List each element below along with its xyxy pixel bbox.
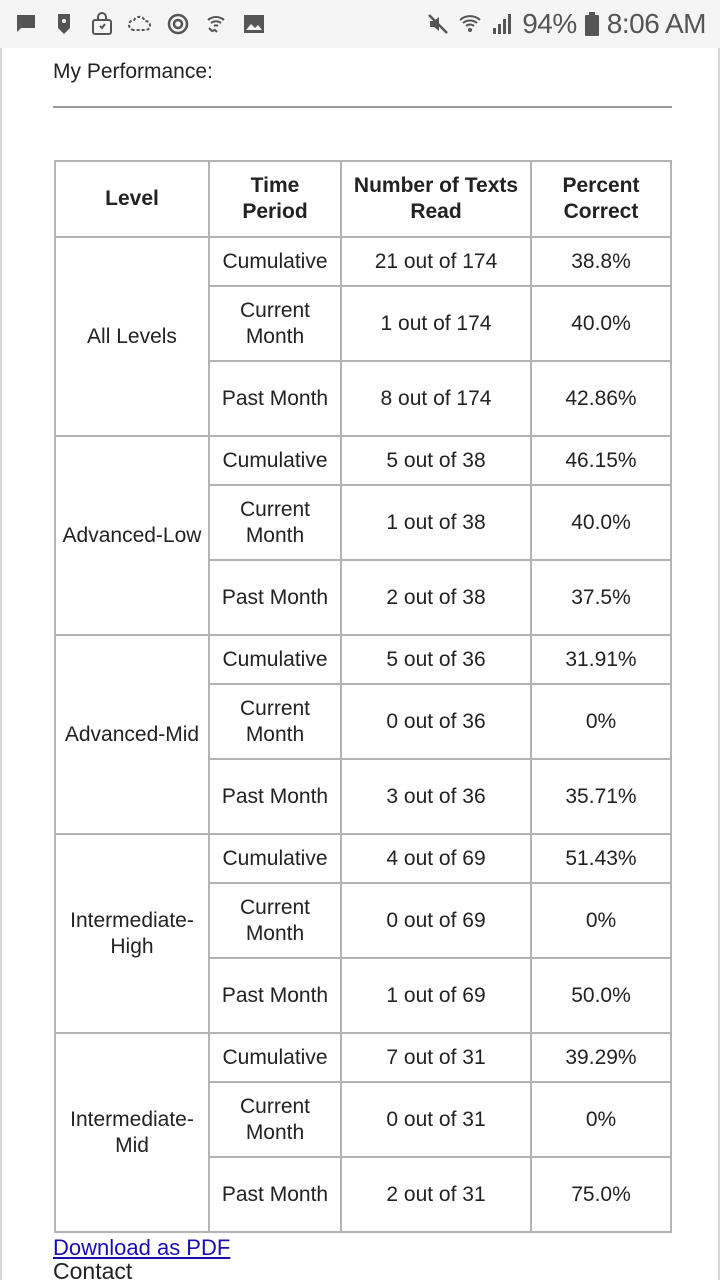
time-period-cell: Cumulative: [208, 1032, 342, 1083]
time-period-cell: Current Month: [208, 1081, 342, 1158]
table-row: Current Month 0 out of 69 0%: [55, 882, 672, 959]
texts-read-cell: 2 out of 31: [340, 1156, 532, 1233]
percent-correct-cell: 42.86%: [530, 360, 672, 437]
sync-icon: [166, 12, 190, 36]
time-period-cell: Past Month: [208, 360, 342, 437]
battery-percent: 94%: [522, 8, 577, 39]
cloud-refresh-icon: [128, 12, 152, 36]
wifi-call-icon: [204, 12, 228, 36]
system-status: 94% 8:06 AM: [426, 8, 707, 40]
battery-icon: [584, 12, 599, 36]
performance-table: Level Time Period Number of Texts Read P…: [54, 160, 672, 1233]
table-row: Intermediate-High Cumulative 4 out of 69…: [54, 833, 672, 1034]
percent-correct-cell: 46.15%: [530, 435, 672, 486]
header-texts-read: Number of Texts Read: [340, 160, 532, 238]
mute-icon: [426, 12, 450, 36]
time-period-cell: Past Month: [208, 559, 342, 636]
time-period-cell: Cumulative: [208, 435, 342, 486]
header-time-period: Time Period: [208, 160, 342, 238]
percent-correct-cell: 37.5%: [530, 559, 672, 636]
header-percent-correct: Percent Correct: [530, 160, 672, 238]
table-row: Current Month 1 out of 38 40.0%: [55, 484, 672, 561]
table-row: Past Month 2 out of 31 75.0%: [55, 1156, 672, 1233]
texts-read-cell: 1 out of 69: [340, 957, 532, 1034]
table-row: Advanced-Low Cumulative 5 out of 38 46.1…: [54, 435, 672, 636]
level-cell: Advanced-Low: [54, 435, 210, 636]
table-row: Advanced-Mid Cumulative 5 out of 36 31.9…: [54, 634, 672, 835]
contact-heading: Contact: [53, 1258, 133, 1284]
table-header-row: Level Time Period Number of Texts Read P…: [54, 160, 672, 238]
image-icon: [242, 12, 266, 36]
page-title: My Performance:: [53, 60, 213, 83]
texts-read-cell: 0 out of 69: [340, 882, 532, 959]
texts-read-cell: 0 out of 31: [340, 1081, 532, 1158]
texts-read-cell: 5 out of 36: [340, 634, 532, 685]
time-period-cell: Past Month: [208, 1156, 342, 1233]
percent-correct-cell: 75.0%: [530, 1156, 672, 1233]
texts-read-cell: 21 out of 174: [340, 236, 532, 287]
notification-icons: [14, 12, 266, 36]
header-level: Level: [54, 160, 210, 238]
texts-read-cell: 5 out of 38: [340, 435, 532, 486]
page-content: My Performance: Level Time Period Number…: [0, 48, 720, 1284]
signal-icon: [490, 12, 514, 36]
percent-correct-cell: 0%: [530, 882, 672, 959]
level-cell: Intermediate-High: [54, 833, 210, 1034]
message-icon: [14, 12, 38, 36]
table-row: Current Month 0 out of 36 0%: [55, 683, 672, 760]
table-row: Current Month 1 out of 174 40.0%: [55, 285, 672, 362]
time-period-cell: Cumulative: [208, 236, 342, 287]
table-row: Intermediate-Mid Cumulative 7 out of 31 …: [54, 1032, 672, 1233]
percent-correct-cell: 35.71%: [530, 758, 672, 835]
tag-icon: [52, 12, 76, 36]
divider: [53, 106, 672, 108]
texts-read-cell: 4 out of 69: [340, 833, 532, 884]
texts-read-cell: 2 out of 38: [340, 559, 532, 636]
percent-correct-cell: 40.0%: [530, 484, 672, 561]
percent-correct-cell: 0%: [530, 683, 672, 760]
percent-correct-cell: 0%: [530, 1081, 672, 1158]
percent-correct-cell: 39.29%: [530, 1032, 672, 1083]
time-period-cell: Current Month: [208, 882, 342, 959]
texts-read-cell: 1 out of 38: [340, 484, 532, 561]
percent-correct-cell: 40.0%: [530, 285, 672, 362]
texts-read-cell: 3 out of 36: [340, 758, 532, 835]
time-period-cell: Current Month: [208, 683, 342, 760]
lock-bag-icon: [90, 12, 114, 36]
time-period-cell: Cumulative: [208, 634, 342, 685]
status-bar: 94% 8:06 AM: [0, 0, 720, 48]
table-row: All Levels Cumulative 21 out of 174 38.8…: [54, 236, 672, 437]
table-row: Past Month 2 out of 38 37.5%: [55, 559, 672, 636]
percent-correct-cell: 50.0%: [530, 957, 672, 1034]
clock: 8:06 AM: [606, 8, 707, 39]
texts-read-cell: 7 out of 31: [340, 1032, 532, 1083]
level-cell: All Levels: [54, 236, 210, 437]
texts-read-cell: 1 out of 174: [340, 285, 532, 362]
percent-correct-cell: 51.43%: [530, 833, 672, 884]
download-pdf-link[interactable]: Download as PDF: [53, 1235, 231, 1260]
table-row: Past Month 3 out of 36 35.71%: [55, 758, 672, 835]
level-cell: Advanced-Mid: [54, 634, 210, 835]
percent-correct-cell: 38.8%: [530, 236, 672, 287]
level-cell: Intermediate-Mid: [54, 1032, 210, 1233]
texts-read-cell: 0 out of 36: [340, 683, 532, 760]
time-period-cell: Cumulative: [208, 833, 342, 884]
time-period-cell: Current Month: [208, 484, 342, 561]
table-row: Current Month 0 out of 31 0%: [55, 1081, 672, 1158]
table-row: Past Month 1 out of 69 50.0%: [55, 957, 672, 1034]
wifi-icon: [458, 12, 482, 36]
time-period-cell: Past Month: [208, 957, 342, 1034]
texts-read-cell: 8 out of 174: [340, 360, 532, 437]
percent-correct-cell: 31.91%: [530, 634, 672, 685]
time-period-cell: Past Month: [208, 758, 342, 835]
table-row: Past Month 8 out of 174 42.86%: [55, 360, 672, 437]
time-period-cell: Current Month: [208, 285, 342, 362]
